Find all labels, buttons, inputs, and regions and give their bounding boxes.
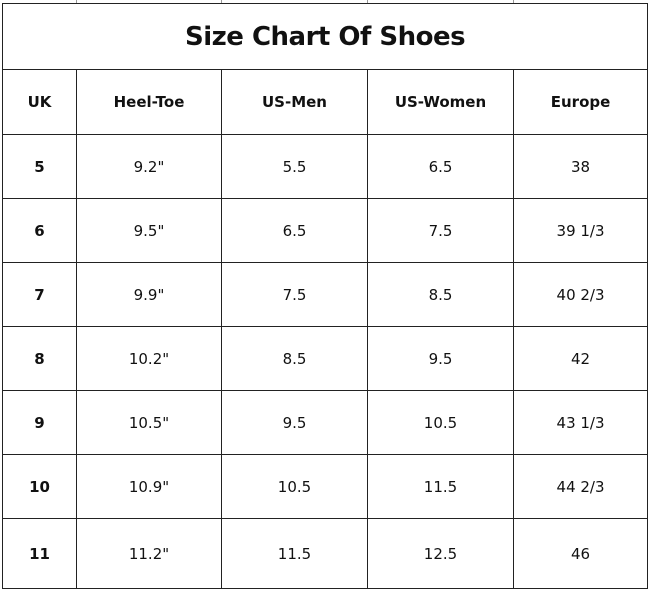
top-edge-gridlines [0,0,650,4]
cell-us-men: 10.5 [221,454,368,519]
cell-uk: 6 [2,198,77,263]
cell-us-men: 5.5 [221,134,368,199]
size-chart-table: Size Chart Of Shoes UK Heel-Toe US-Men U… [1,3,649,589]
table-row: 6 9.5" 6.5 7.5 39 1/3 [2,198,649,263]
cell-europe: 44 2/3 [512,454,649,519]
cell-europe: 42 [512,326,649,391]
cell-uk: 7 [2,262,77,327]
header-europe: Europe [512,69,649,135]
cell-uk: 5 [2,134,77,199]
cell-europe: 46 [512,518,649,589]
cell-uk: 10 [2,454,77,519]
table-row: 5 9.2" 5.5 6.5 38 [2,134,649,199]
gridline-stub [513,0,514,4]
cell-heel-toe: 11.2" [76,518,222,589]
cell-us-women: 9.5 [367,326,514,391]
cell-us-men: 8.5 [221,326,368,391]
cell-us-women: 6.5 [367,134,514,199]
header-us-men: US-Men [221,69,368,135]
header-us-women: US-Women [367,69,514,135]
cell-uk: 11 [2,518,77,589]
cell-europe: 40 2/3 [512,262,649,327]
table-row: 7 9.9" 7.5 8.5 40 2/3 [2,262,649,327]
cell-us-men: 7.5 [221,262,368,327]
cell-europe: 39 1/3 [512,198,649,263]
cell-europe: 38 [512,134,649,199]
cell-us-women: 12.5 [367,518,514,589]
header-heel-toe: Heel-Toe [76,69,222,135]
header-uk: UK [2,69,77,135]
cell-us-women: 7.5 [367,198,514,263]
table-row: 8 10.2" 8.5 9.5 42 [2,326,649,391]
cell-us-women: 10.5 [367,390,514,455]
table-row: 11 11.2" 11.5 12.5 46 [2,518,649,589]
cell-uk: 8 [2,326,77,391]
header-row: UK Heel-Toe US-Men US-Women Europe [2,69,649,135]
table-title: Size Chart Of Shoes [1,3,649,70]
table-row: 10 10.9" 10.5 11.5 44 2/3 [2,454,649,519]
cell-us-men: 11.5 [221,518,368,589]
cell-heel-toe: 9.2" [76,134,222,199]
cell-heel-toe: 9.9" [76,262,222,327]
gridline-stub [367,0,368,4]
cell-europe: 43 1/3 [512,390,649,455]
cell-us-women: 11.5 [367,454,514,519]
gridline-stub [76,0,77,4]
cell-heel-toe: 10.2" [76,326,222,391]
cell-us-men: 9.5 [221,390,368,455]
cell-heel-toe: 10.5" [76,390,222,455]
gridline-stub [221,0,222,4]
cell-heel-toe: 10.9" [76,454,222,519]
cell-heel-toe: 9.5" [76,198,222,263]
cell-uk: 9 [2,390,77,455]
table-row: 9 10.5" 9.5 10.5 43 1/3 [2,390,649,455]
cell-us-women: 8.5 [367,262,514,327]
cell-us-men: 6.5 [221,198,368,263]
